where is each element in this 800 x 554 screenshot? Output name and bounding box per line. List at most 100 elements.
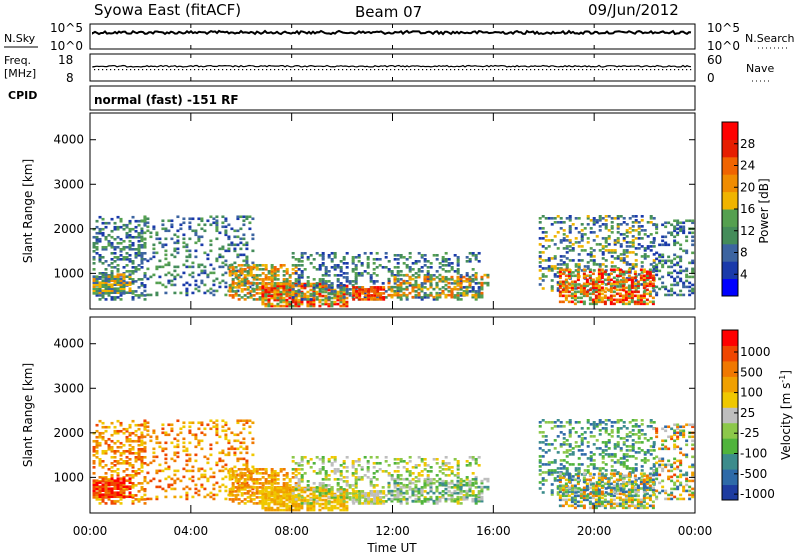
velocity-cell	[465, 464, 469, 467]
velocity-cell	[423, 486, 427, 489]
velocity-cell	[414, 493, 418, 497]
power-cell	[339, 260, 343, 263]
velocity-cell	[474, 496, 478, 499]
velocity-cell	[212, 471, 216, 475]
power-cell	[333, 264, 337, 267]
velocity-cell	[98, 487, 102, 490]
power-cell	[642, 296, 646, 300]
velocity-cell	[306, 498, 310, 502]
power-cell	[131, 241, 135, 245]
power-cell	[582, 302, 586, 306]
power-cell	[95, 275, 99, 278]
velocity-cell	[312, 470, 316, 473]
power-cell	[251, 283, 255, 287]
power-cell	[642, 280, 646, 284]
power-cell	[667, 259, 671, 263]
power-cell	[541, 237, 545, 240]
velocity-cell	[372, 466, 376, 469]
velocity-cell	[321, 457, 325, 461]
power-cell	[447, 258, 451, 261]
velocity-cell	[417, 489, 421, 493]
power-cell	[468, 281, 472, 285]
velocity-cell	[113, 451, 117, 455]
power-cell	[251, 261, 255, 265]
velocity-cell	[312, 488, 316, 491]
power-cell	[321, 258, 325, 261]
power-cell	[261, 280, 265, 283]
power-cell	[643, 233, 647, 236]
power-cell	[137, 294, 141, 297]
velocity-cell	[273, 486, 277, 489]
power-cell	[104, 279, 108, 282]
velocity-cell	[435, 489, 439, 493]
velocity-cell	[420, 490, 424, 493]
power-cell	[236, 217, 240, 221]
power-cell	[360, 262, 364, 265]
power-cell	[619, 233, 623, 236]
velocity-cell	[149, 435, 153, 439]
velocity-cell	[143, 498, 147, 501]
power-cell	[221, 247, 225, 251]
power-cell	[185, 293, 189, 297]
power-cell	[267, 292, 271, 295]
velocity-cell	[426, 476, 430, 479]
power-cell	[107, 221, 111, 225]
power-cell	[170, 225, 174, 229]
velocity-cell	[119, 441, 123, 445]
power-cell	[471, 295, 475, 299]
power-cell	[206, 257, 210, 261]
velocity-cell	[107, 468, 111, 471]
velocity-cell	[351, 466, 355, 469]
power-cell	[627, 290, 631, 294]
velocity-cell	[420, 459, 424, 463]
power-cell	[396, 296, 400, 299]
velocity-cell	[233, 447, 237, 451]
power-cell	[429, 281, 433, 285]
power-cell	[630, 278, 634, 282]
nave-point	[278, 69, 280, 71]
power-cell	[333, 292, 337, 295]
velocity-cell	[396, 494, 400, 497]
velocity-cell	[113, 459, 117, 463]
power-cell	[318, 253, 322, 257]
power-cell	[444, 270, 448, 273]
power-cell	[131, 262, 135, 265]
power-cell	[625, 245, 629, 248]
velocity-cell	[209, 475, 213, 479]
velocity-cell	[261, 488, 265, 492]
velocity-cell	[264, 478, 268, 481]
velocity-cell	[267, 494, 271, 498]
power-cell	[582, 276, 586, 280]
power-cell	[603, 270, 607, 274]
power-cell	[567, 286, 571, 290]
velocity-cell	[279, 504, 283, 508]
velocity-cell	[264, 472, 268, 475]
power-cell	[465, 277, 469, 281]
velocity-cell	[227, 453, 231, 457]
velocity-cell	[191, 495, 195, 499]
velocity-cell	[547, 461, 551, 464]
velocity-cell	[188, 487, 192, 491]
power-cell	[595, 235, 599, 238]
velocity-cell	[432, 481, 436, 485]
power-cell	[294, 298, 298, 302]
velocity-cell	[230, 467, 234, 471]
velocity-cell	[396, 500, 400, 503]
power-cell	[352, 286, 356, 289]
velocity-cell	[107, 493, 111, 497]
velocity-cell	[438, 477, 442, 481]
power-cell	[465, 255, 469, 259]
power-cell	[616, 227, 620, 230]
power-cell	[544, 259, 548, 262]
power-cell	[615, 288, 619, 292]
velocity-cell	[252, 468, 256, 471]
power-cell	[224, 231, 228, 235]
velocity-cell	[330, 506, 334, 510]
velocity-cell	[477, 496, 481, 499]
power-cell	[633, 300, 637, 304]
power-cell	[541, 227, 545, 230]
velocity-cell	[390, 476, 394, 479]
velocity-cell	[333, 506, 337, 510]
power-cell	[574, 287, 578, 290]
power-cell	[170, 279, 174, 283]
